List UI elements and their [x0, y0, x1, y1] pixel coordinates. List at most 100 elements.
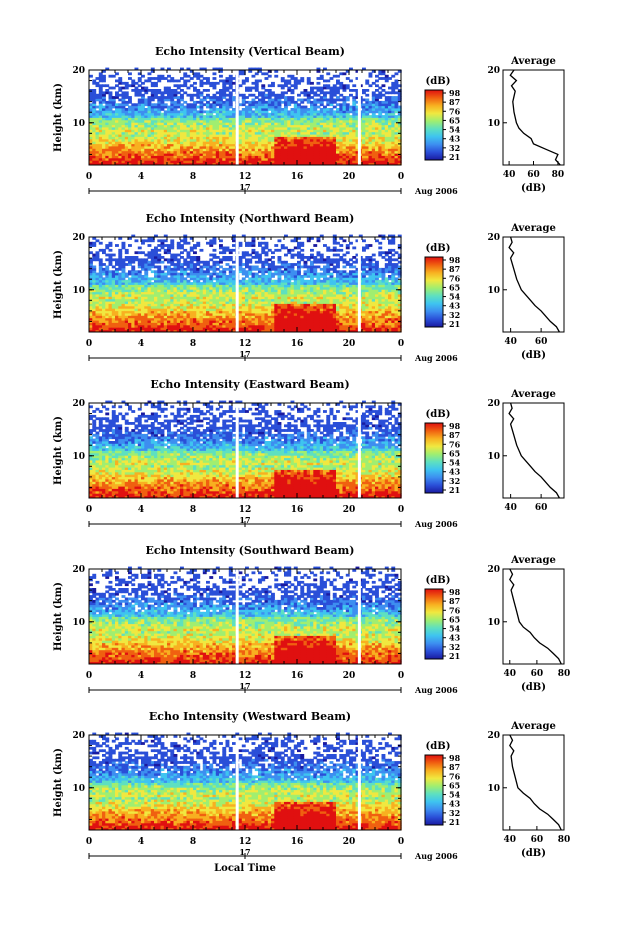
heatmap-cell	[219, 239, 223, 243]
heatmap-cell	[345, 96, 350, 99]
heatmap-cell	[345, 141, 350, 145]
heatmap-cell	[144, 119, 149, 123]
heatmap-cell	[355, 129, 360, 133]
heatmap-cell	[115, 124, 119, 128]
heatmap-cell	[362, 138, 366, 142]
heatmap-cell	[89, 74, 93, 78]
heatmap-cell	[362, 134, 366, 137]
heatmap-cell	[232, 119, 236, 123]
heatmap-cell	[170, 246, 175, 250]
heatmap-cell	[131, 112, 136, 116]
heatmap-cell	[193, 74, 197, 78]
heatmap-cell	[228, 157, 233, 161]
heatmap-cell	[95, 115, 100, 118]
heatmap-cell	[98, 153, 103, 156]
heatmap-cell	[274, 153, 279, 156]
heatmap-cell	[121, 146, 126, 149]
heatmap-cell	[206, 119, 210, 123]
heatmap-cell	[118, 77, 123, 80]
heatmap-cell	[170, 138, 175, 142]
heatmap-cell	[362, 136, 366, 140]
heatmap-cell	[193, 251, 197, 255]
heatmap-cell	[131, 103, 136, 107]
heatmap-cell	[323, 67, 327, 71]
heatmap-cell	[154, 134, 158, 137]
heatmap-cell	[189, 148, 194, 152]
heatmap-cell	[209, 105, 214, 109]
heatmap-cell	[199, 162, 204, 166]
heatmap-cell	[95, 84, 100, 88]
heatmap-cell	[157, 100, 162, 104]
heatmap-cell	[144, 146, 149, 149]
heatmap-cell	[219, 93, 223, 97]
heatmap-cell	[258, 131, 262, 135]
heatmap-cell	[303, 157, 308, 161]
heatmap-cell	[98, 91, 103, 95]
heatmap-cell	[95, 160, 100, 164]
heatmap-cell	[134, 108, 139, 111]
heatmap-cell	[111, 253, 116, 257]
heatmap-cell	[290, 157, 295, 161]
heatmap-cell	[232, 155, 236, 159]
heatmap-cell	[202, 131, 207, 135]
heatmap-cell	[280, 141, 285, 145]
heatmap-cell	[209, 136, 214, 140]
heatmap-cell	[206, 160, 210, 164]
heatmap-cell	[316, 129, 321, 133]
heatmap-cell	[170, 79, 175, 83]
heatmap-cell	[258, 70, 262, 73]
heatmap-cell	[160, 96, 165, 99]
heatmap-cell	[339, 81, 344, 85]
heatmap-cell	[154, 108, 158, 111]
heatmap-cell	[163, 98, 168, 102]
panel-echo-intensity-northward-beam-: Echo Intensity (Northward Beam)2010Heigh…	[53, 212, 565, 363]
heatmap-cell	[319, 89, 324, 92]
heatmap-cell	[124, 103, 129, 107]
heatmap-cell	[290, 91, 295, 95]
heatmap-cell	[349, 141, 353, 145]
heatmap-cell	[98, 74, 103, 78]
heatmap-cell	[228, 258, 233, 262]
heatmap-cell	[225, 122, 230, 126]
heatmap-cell	[293, 86, 298, 90]
heatmap-cell	[118, 153, 123, 156]
heatmap-cell	[345, 136, 350, 140]
heatmap-cell	[176, 86, 181, 90]
heatmap-cell	[261, 162, 266, 166]
heatmap-cell	[170, 115, 175, 118]
heatmap-cell	[209, 160, 214, 164]
heatmap-cell	[183, 81, 188, 85]
heatmap-cell	[134, 115, 139, 118]
heatmap-cell	[118, 155, 123, 159]
heatmap-cell	[160, 129, 165, 133]
heatmap-cell	[111, 98, 116, 102]
heatmap-cell	[167, 86, 171, 90]
heatmap-cell	[362, 141, 366, 145]
heatmap-cell	[342, 124, 347, 128]
heatmap-cell	[261, 150, 266, 154]
heatmap-cell	[342, 110, 347, 114]
heatmap-cell	[264, 124, 269, 128]
heatmap-cell	[264, 150, 269, 154]
heatmap-cell	[251, 124, 256, 128]
heatmap-cell	[306, 127, 311, 130]
heatmap-cell	[248, 70, 253, 73]
heatmap-cell	[306, 134, 311, 137]
heatmap-cell	[287, 110, 292, 114]
heatmap-cell	[264, 141, 269, 145]
heatmap-cell	[160, 146, 165, 149]
heatmap-cell	[241, 119, 246, 123]
heatmap-cell	[89, 150, 93, 154]
heatmap-cell	[222, 89, 227, 92]
heatmap-cell	[108, 112, 113, 116]
heatmap-cell	[313, 155, 318, 159]
heatmap-cell	[160, 117, 165, 121]
heatmap-cell	[248, 112, 253, 116]
heatmap-cell	[150, 91, 155, 95]
heatmap-cell	[196, 241, 201, 245]
heatmap-cell	[225, 77, 230, 80]
heatmap-cell	[141, 127, 145, 130]
heatmap-cell	[339, 141, 344, 145]
heatmap-cell	[306, 153, 311, 156]
heatmap-cell	[160, 74, 165, 78]
